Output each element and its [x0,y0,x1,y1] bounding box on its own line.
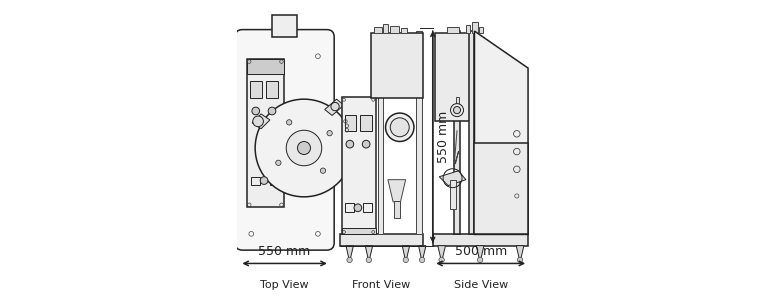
Bar [266,81,278,98]
Circle shape [451,104,464,117]
Bar [360,115,372,131]
Polygon shape [438,246,445,262]
Bar [479,27,483,33]
Circle shape [287,120,292,125]
Bar [247,59,284,74]
Bar [251,177,260,185]
FancyBboxPatch shape [235,30,335,250]
Circle shape [298,141,311,155]
Circle shape [252,107,260,115]
Text: Side View: Side View [454,280,508,290]
Circle shape [439,257,444,263]
Circle shape [260,177,268,184]
Polygon shape [474,31,528,234]
Circle shape [478,257,483,263]
Text: 550 mm: 550 mm [437,111,450,163]
Bar [466,25,471,33]
Bar [375,27,381,33]
Polygon shape [476,246,484,262]
Circle shape [286,130,321,166]
Bar [371,33,423,98]
Circle shape [346,140,354,148]
Bar [340,234,423,246]
Bar [434,234,528,246]
Polygon shape [346,246,354,262]
Bar [434,33,473,121]
Polygon shape [325,99,344,115]
Circle shape [391,118,409,137]
Text: Top View: Top View [260,280,309,290]
Text: Front View: Front View [352,280,411,290]
Bar [416,31,421,234]
Bar [394,201,400,218]
Circle shape [403,257,408,263]
Bar [391,26,398,33]
Circle shape [419,257,424,263]
Circle shape [255,99,353,197]
Bar [270,177,279,185]
Circle shape [347,257,352,263]
Polygon shape [402,246,410,262]
Bar [250,81,261,98]
Polygon shape [252,114,270,129]
Bar [383,24,388,33]
Bar [341,97,375,234]
Bar [364,203,371,212]
Bar [469,31,474,234]
Bar [472,22,478,33]
Bar [447,27,458,33]
Polygon shape [388,180,406,202]
Bar [450,180,455,209]
Text: 500 mm: 500 mm [454,245,507,258]
Text: 550 mm: 550 mm [258,245,311,258]
Bar [345,203,354,212]
Circle shape [362,140,370,148]
Bar [474,143,528,234]
Bar [341,228,375,234]
Bar [378,31,383,234]
Circle shape [276,160,281,165]
Bar [401,28,408,33]
Bar [455,97,458,104]
Polygon shape [418,246,426,262]
Circle shape [331,102,339,111]
Bar [272,15,297,37]
Circle shape [253,116,264,127]
Bar [454,31,460,234]
Circle shape [268,107,276,115]
Polygon shape [439,171,466,186]
Polygon shape [365,246,373,262]
Circle shape [327,131,332,136]
Circle shape [321,168,326,173]
Circle shape [354,204,361,212]
Bar [247,59,284,207]
Circle shape [454,107,461,114]
Circle shape [385,113,414,141]
Circle shape [366,257,371,263]
Polygon shape [516,246,524,262]
Circle shape [518,257,523,263]
Bar [345,115,356,131]
